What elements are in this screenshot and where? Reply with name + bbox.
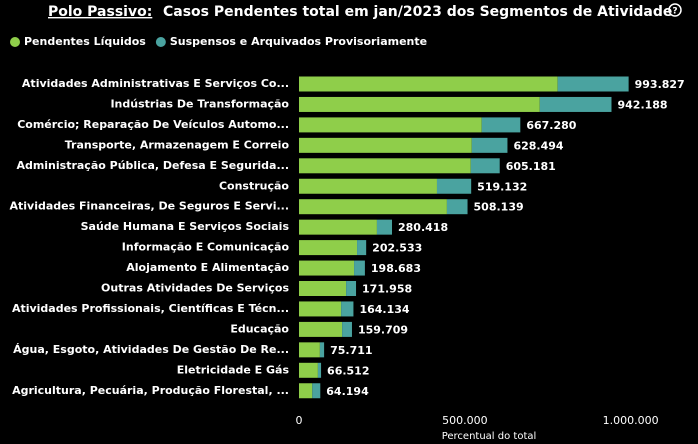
bar-segment [299, 178, 437, 194]
bar-segment [471, 137, 508, 153]
total-label: 66.512 [327, 364, 369, 377]
bar-segment [470, 158, 500, 174]
total-label: 64.194 [326, 385, 369, 398]
bar-segment [342, 321, 352, 337]
category-label: Atividades Profissionais, Científicas E … [12, 302, 289, 315]
bar-segment [319, 342, 325, 358]
bar-segment [299, 240, 358, 256]
total-label: 202.533 [372, 242, 422, 255]
bar-segment [299, 321, 343, 337]
category-label: Educação [230, 322, 289, 335]
category-label: Saúde Humana E Serviços Sociais [81, 220, 290, 233]
x-tick-label: 1.000.000 [603, 414, 659, 427]
bar-segment [557, 76, 629, 92]
total-label: 605.181 [506, 160, 556, 173]
total-label: 75.711 [330, 344, 372, 357]
bar-segment [481, 117, 521, 133]
category-label: Alojamento E Alimentação [126, 261, 289, 274]
bar-segment [299, 158, 471, 174]
category-label: Outras Atividades De Serviços [101, 282, 289, 295]
bar-segment [436, 178, 472, 194]
bar-segment [357, 240, 367, 256]
category-label: Eletricidade E Gás [177, 363, 290, 376]
bar-segment [346, 281, 357, 296]
category-label: Água, Esgoto, Atividades De Gestão De Re… [13, 343, 289, 356]
category-label: Administração Pública, Defesa E Segurida… [16, 159, 289, 172]
bar-segment [299, 281, 347, 296]
help-icon[interactable]: ? [672, 7, 677, 17]
bar-segment [376, 219, 393, 235]
bar-segment [299, 342, 320, 358]
category-label: Comércio; Reparação De Veículos Automo..… [17, 118, 289, 131]
legend-swatch [10, 37, 20, 47]
chart-title: Casos Pendentes total em jan/2023 dos Se… [163, 4, 672, 20]
bar-segment [299, 362, 318, 378]
category-label: Informação E Comunicação [122, 241, 290, 254]
category-label: Agricultura, Pecuária, Produção Floresta… [12, 384, 289, 397]
category-label: Transporte, Armazenagem E Correio [65, 138, 290, 151]
bar-segment [299, 76, 558, 92]
bar-segment [312, 383, 321, 399]
legend-swatch [155, 37, 166, 47]
total-label: 159.709 [358, 323, 408, 336]
bar-segment [299, 301, 342, 317]
total-label: 628.494 [513, 139, 563, 152]
bar-segment [354, 260, 365, 276]
category-label: Indústrias De Transformação [110, 97, 289, 110]
total-label: 993.827 [635, 78, 685, 91]
total-label: 198.683 [371, 262, 421, 275]
total-label: 667.280 [526, 119, 576, 132]
bar-segment [317, 362, 322, 378]
bar-segment [299, 96, 540, 112]
category-label: Construção [219, 179, 289, 192]
total-label: 280.418 [398, 221, 448, 234]
x-axis-label: Percentual do total [442, 431, 537, 442]
bar-segment [299, 260, 355, 276]
total-label: 164.134 [359, 303, 409, 316]
bar-segment [446, 199, 468, 215]
bar-segment [299, 137, 472, 153]
x-tick-label: 500.000 [442, 414, 488, 427]
x-tick-label: 0 [296, 414, 303, 427]
legend-label: Pendentes Líquidos [24, 35, 146, 48]
bar-segment [299, 219, 377, 235]
bar-segment [299, 383, 313, 399]
bar-segment [341, 301, 354, 317]
total-label: 519.132 [477, 180, 527, 193]
help-circle[interactable] [668, 3, 682, 17]
bar-segment [299, 199, 447, 215]
total-label: 942.188 [617, 98, 667, 111]
bar-segment [539, 96, 612, 112]
legend-label: Suspensos e Arquivados Provisoriamente [170, 35, 427, 48]
total-label: 508.139 [474, 201, 524, 214]
bar-segment [299, 117, 482, 133]
category-label: Atividades Financeiras, De Seguros E Ser… [9, 200, 289, 213]
category-label: Atividades Administrativas E Serviços Co… [22, 77, 289, 90]
total-label: 171.958 [362, 283, 412, 296]
title-prefix: Polo Passivo: [48, 4, 152, 20]
